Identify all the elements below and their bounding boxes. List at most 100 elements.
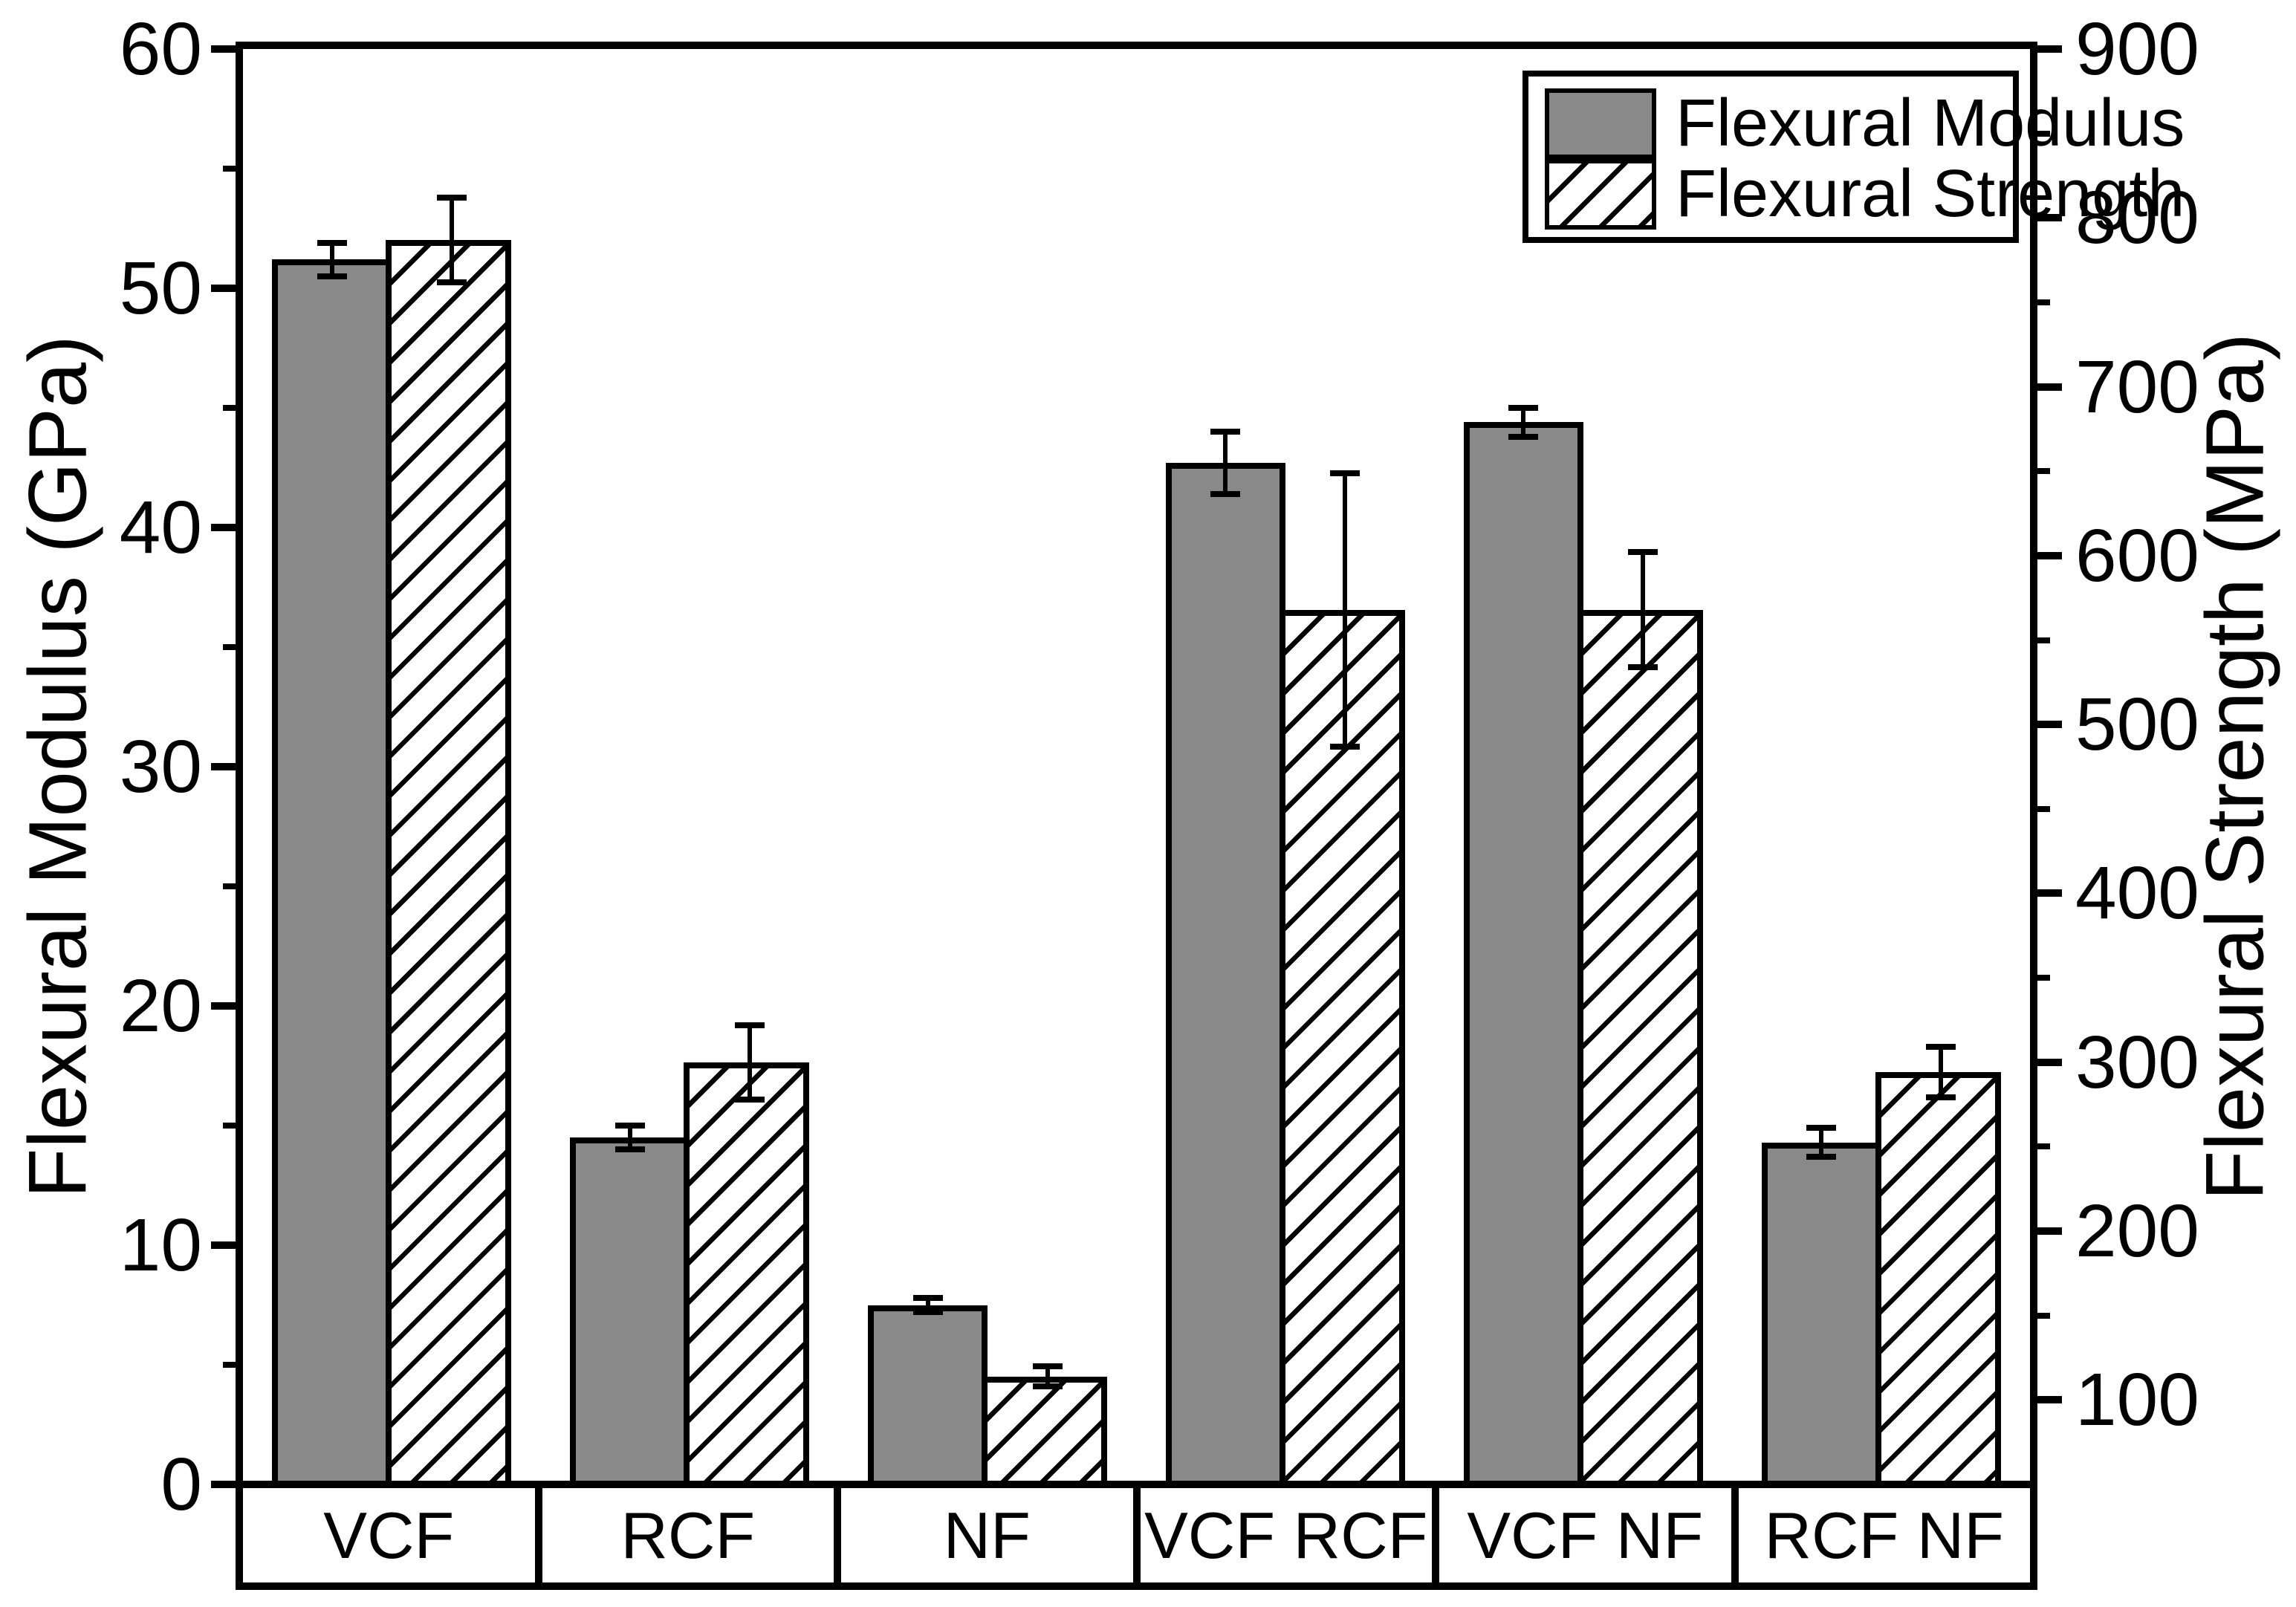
bar-modulus-vcf-rcf — [1165, 463, 1285, 1488]
right-major-tick — [2034, 383, 2062, 391]
category-label-rcf-nf: RCF NF — [1764, 1498, 2005, 1572]
left-major-tick — [211, 763, 239, 770]
bar-strength-vcf-nf — [1577, 609, 1703, 1488]
error-bar-stem — [925, 1297, 930, 1313]
legend: Flexural Modulus Flexural Strength — [1522, 71, 2185, 243]
error-bar-cap-bottom — [317, 273, 347, 279]
left-tick-label: 60 — [119, 7, 202, 91]
plot-frame — [236, 42, 2037, 1492]
left-tick-label: 20 — [119, 964, 202, 1048]
right-major-tick — [2034, 1396, 2062, 1404]
right-major-tick — [2034, 45, 2062, 53]
right-major-tick — [2034, 1227, 2062, 1236]
right-major-tick — [2034, 551, 2062, 559]
modulus-swatch-icon — [1545, 88, 1656, 159]
error-bar-stem — [1641, 552, 1646, 667]
left-major-tick — [211, 1241, 239, 1249]
category-axis-band: VCF RCF NF VCF RCF VCF NF RCF NF — [236, 1481, 2037, 1590]
right-tick-label: 500 — [2075, 683, 2199, 767]
bar-strength-vcf — [386, 239, 512, 1488]
legend-label: Flexural Modulus — [1676, 86, 2185, 160]
left-major-tick — [211, 524, 239, 531]
error-bar-cap-bottom — [1628, 663, 1658, 670]
error-bar-cap-bottom — [1330, 743, 1361, 750]
left-tick-label: 10 — [119, 1204, 202, 1287]
right-tick-label: 200 — [2075, 1189, 2199, 1273]
category-label-vcf-nf: VCF NF — [1439, 1488, 1739, 1582]
bar-strength-vcf-rcf — [1279, 609, 1405, 1488]
error-bar-cap-bottom — [1508, 433, 1539, 440]
right-minor-tick — [2034, 468, 2050, 475]
right-minor-tick — [2034, 1312, 2050, 1319]
left-tick-label: 50 — [119, 247, 202, 330]
error-bar-cap-top — [1926, 1044, 1956, 1051]
error-bar-stem — [1819, 1128, 1824, 1157]
left-minor-tick — [223, 644, 239, 650]
error-bar-cap-top — [734, 1022, 765, 1028]
error-bar-cap-top — [1210, 429, 1241, 435]
left-minor-tick — [223, 1123, 239, 1129]
category-label-nf: NF — [841, 1488, 1141, 1582]
error-bar-cap-top — [1628, 549, 1658, 556]
left-tick-label: 40 — [119, 486, 202, 569]
category-label-rcf: RCF — [542, 1488, 841, 1582]
error-bar-cap-top — [1508, 405, 1539, 411]
error-bar-stem — [449, 198, 454, 282]
category-label-vcf: VCF — [243, 1488, 542, 1582]
error-bar-cap-top — [436, 195, 467, 201]
right-tick-label: 300 — [2075, 1020, 2199, 1104]
error-bar-cap-bottom — [1806, 1153, 1837, 1160]
right-minor-tick — [2034, 637, 2050, 643]
right-tick-label: 700 — [2075, 345, 2199, 429]
legend-item-modulus: Flexural Modulus — [1545, 88, 2185, 159]
error-bar-cap-top — [1032, 1363, 1063, 1369]
right-tick-label: 600 — [2075, 513, 2199, 597]
error-bar-stem — [329, 242, 334, 276]
error-bar-stem — [747, 1025, 752, 1100]
error-bar-stem — [1045, 1366, 1050, 1387]
error-bar-stem — [627, 1126, 632, 1150]
error-bar-cap-top — [1806, 1125, 1837, 1132]
bar-modulus-vcf — [272, 259, 392, 1488]
left-minor-tick — [223, 166, 239, 172]
right-minor-tick — [2034, 805, 2050, 812]
right-major-tick — [2034, 889, 2062, 897]
bar-strength-rcf — [684, 1062, 810, 1488]
error-bar-cap-top — [614, 1123, 645, 1129]
error-bar-cap-top — [317, 239, 347, 246]
error-bar-cap-bottom — [912, 1309, 943, 1316]
right-tick-label: 900 — [2075, 7, 2199, 91]
left-major-tick — [211, 45, 239, 53]
right-minor-tick — [2034, 1143, 2050, 1150]
error-bar-cap-top — [912, 1294, 943, 1301]
legend-item-strength: Flexural Strength — [1545, 159, 2185, 230]
left-tick-label: 30 — [119, 725, 202, 808]
error-bar-cap-bottom — [1032, 1383, 1063, 1390]
error-bar-cap-bottom — [614, 1146, 645, 1153]
left-major-tick — [211, 1002, 239, 1010]
left-tick-label: 0 — [160, 1443, 202, 1526]
error-bar-cap-bottom — [734, 1096, 765, 1103]
error-bar-cap-bottom — [1926, 1094, 1956, 1101]
right-minor-tick — [2034, 975, 2050, 981]
right-minor-tick — [2034, 299, 2050, 305]
right-major-tick — [2034, 721, 2062, 729]
right-axis-title: Flexural Strength (MPa) — [2189, 333, 2281, 1201]
left-minor-tick — [223, 1362, 239, 1368]
right-tick-label: 800 — [2075, 176, 2199, 260]
bar-strength-nf — [982, 1376, 1108, 1488]
right-minor-tick — [2034, 130, 2050, 137]
right-major-tick — [2034, 1058, 2062, 1066]
error-bar-cap-bottom — [1210, 490, 1241, 497]
right-tick-label: 400 — [2075, 851, 2199, 935]
strength-swatch-icon — [1545, 159, 1656, 230]
left-major-tick — [211, 285, 239, 292]
error-bar-stem — [1939, 1047, 1944, 1098]
left-minor-tick — [223, 405, 239, 411]
error-bar-cap-bottom — [436, 279, 467, 285]
error-bar-cap-top — [1330, 470, 1361, 476]
right-tick-label: 100 — [2075, 1358, 2199, 1442]
error-bar-stem — [1521, 408, 1526, 437]
